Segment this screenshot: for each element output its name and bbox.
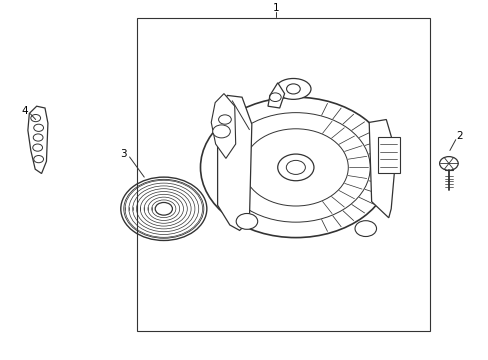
Bar [137, 18, 429, 331]
Ellipse shape [275, 78, 310, 99]
Polygon shape [267, 83, 284, 108]
Polygon shape [377, 137, 399, 173]
Polygon shape [28, 106, 48, 174]
Circle shape [155, 202, 172, 215]
Polygon shape [217, 95, 251, 230]
Circle shape [354, 221, 376, 237]
Polygon shape [368, 120, 395, 218]
Circle shape [286, 161, 305, 175]
Text: 3: 3 [120, 149, 126, 159]
Circle shape [439, 157, 457, 170]
Circle shape [236, 213, 257, 229]
Text: 1: 1 [272, 3, 279, 13]
Text: 2: 2 [455, 131, 462, 141]
Text: 4: 4 [21, 106, 28, 116]
Circle shape [212, 125, 230, 138]
Polygon shape [211, 94, 235, 158]
